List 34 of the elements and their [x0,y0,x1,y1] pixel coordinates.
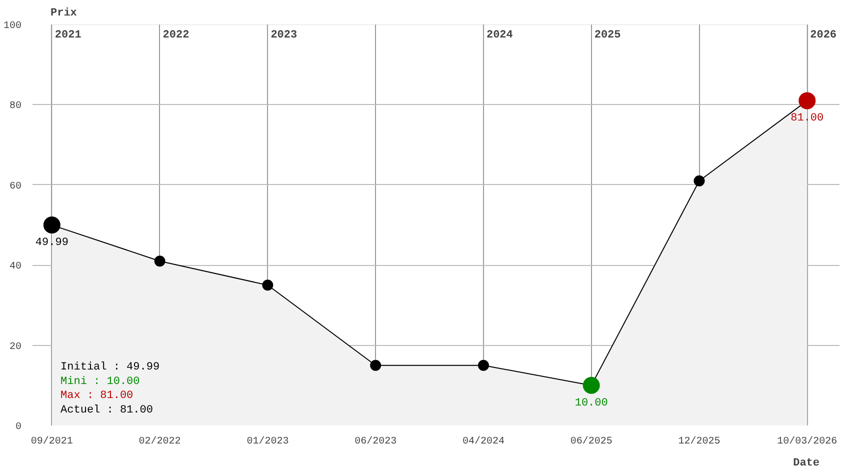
point [370,360,382,371]
data-label: 10.00 [574,397,608,410]
annotation: 2026 [810,30,837,42]
annotation: Actuel : 81.00 [60,404,153,417]
x-axis-title: Date [793,458,820,470]
point [478,360,489,371]
annotation: 2021 [54,30,82,42]
x-tick-label: 04/2024 [462,436,504,448]
annotation: Initial : 49.99 [60,361,160,374]
point [154,256,166,267]
annotation: Mini : 10.00 [60,376,140,388]
x-tick-label: 10/03/2026 [777,436,838,448]
point [262,280,274,291]
y-tick-label: 60 [10,181,22,192]
y-tick-label: 100 [3,21,22,32]
y-tick-label: 80 [10,101,22,112]
annotation: 2022 [162,30,190,42]
data-label: 49.99 [35,237,68,250]
x-tick-label: 12/2025 [678,436,720,448]
x-tick-label: 01/2023 [246,436,289,448]
annotation: 2025 [594,30,622,42]
point [694,175,705,186]
x-tick-label: 06/2025 [570,436,612,448]
y-axis-title: Prix [50,8,78,20]
x-tick-label: 09/2021 [30,436,73,448]
y-tick-label: 40 [10,262,22,273]
data-label: 81.00 [790,112,824,125]
y-tick-label: 0 [16,422,22,433]
y-tick-label: 20 [10,342,22,353]
annotation: Max : 81.00 [60,390,134,402]
x-tick-label: 06/2023 [354,436,397,448]
annotation: 2023 [270,30,298,42]
x-tick-label: 02/2022 [138,436,181,448]
annotation: 2024 [486,30,514,42]
